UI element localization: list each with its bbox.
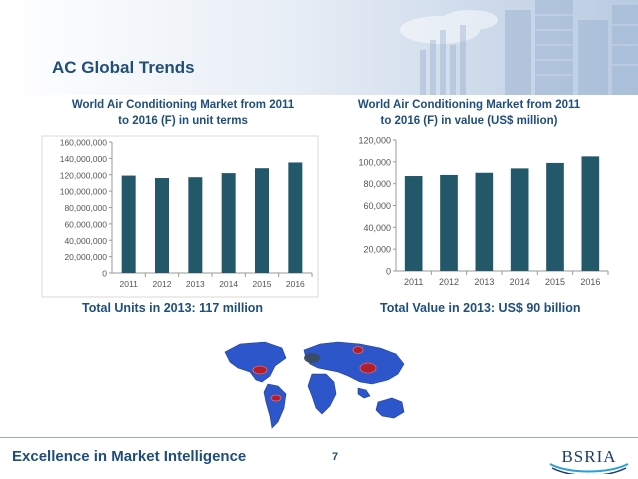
y-tick-label: 160,000,000 (60, 138, 108, 148)
header-skyline-image (0, 0, 638, 95)
x-tick-label: 2015 (545, 277, 565, 287)
units-chart-title-line2: to 2016 (F) in unit terms (118, 115, 248, 127)
units-chart-title-line1: World Air Conditioning Market from 2011 (71, 99, 295, 111)
x-tick-label: 2012 (439, 277, 459, 287)
value-bar-chart: 0 20,000 40,000 60,000 80,000 100,000 120,000 2… (358, 136, 609, 287)
bar-2011 (404, 176, 423, 271)
y-tick-label: 0 (386, 267, 391, 277)
value-chart-title-line2: to 2016 (F) in value (US$ million) (380, 115, 558, 127)
value-chart-title: World Air Conditioning Market from 2011 … (334, 97, 604, 129)
chart-frame (41, 135, 319, 298)
bsria-logo (549, 463, 629, 474)
bar-2015 (255, 168, 269, 273)
x-tick-label: 2016 (580, 277, 600, 287)
y-tick-label: 0 (102, 269, 107, 279)
y-tick-label: 80,000 (363, 179, 391, 189)
x-tick-label: 2014 (219, 279, 238, 289)
y-tick-label: 120,000,000 (60, 170, 108, 180)
bar-2015 (546, 162, 564, 271)
y-tick-label: 40,000,000 (64, 236, 107, 246)
x-tick-label: 2015 (253, 279, 272, 289)
x-tick-label: 2014 (510, 277, 530, 287)
x-tick-label: 2013 (186, 279, 205, 289)
bar-2016 (288, 162, 303, 273)
x-tick-label: 2013 (474, 277, 494, 287)
y-tick-label: 120,000 (358, 136, 391, 146)
y-tick-label: 140,000,000 (60, 154, 108, 164)
units-bar-chart: 0 20,000,000 40,000,000 60,000,000 80,000,00… (41, 135, 319, 298)
bar-2013 (475, 172, 494, 271)
value-chart-title-line1: World Air Conditioning Market from 2011 (357, 99, 581, 111)
bar-2014 (221, 173, 236, 273)
bar-2016 (581, 156, 600, 271)
units-caption: Total Units in 2013: 117 million (82, 301, 264, 315)
y-tick-label: 100,000 (358, 157, 391, 167)
y-tick-label: 20,000,000 (64, 252, 107, 262)
x-tick-label: 2011 (404, 277, 423, 287)
footer-divider (0, 437, 638, 438)
x-tick-label: 2011 (120, 279, 139, 289)
bar-2012 (440, 174, 458, 271)
units-chart-title: World Air Conditioning Market from 2011 … (48, 97, 318, 129)
bar-2013 (188, 177, 203, 273)
slide-title: AC Global Trends (52, 58, 195, 77)
y-tick-label: 80,000,000 (64, 203, 107, 213)
y-tick-label: 100,000,000 (60, 187, 108, 197)
world-map-image (224, 341, 405, 429)
value-caption: Total Value in 2013: US$ 90 billion (380, 301, 581, 315)
bar-2012 (155, 178, 169, 273)
bsria-logo-text: BSRIA (561, 447, 617, 466)
x-tick-label: 2012 (153, 279, 172, 289)
y-tick-label: 60,000,000 (64, 219, 107, 229)
bar-2011 (121, 175, 136, 273)
page-number: 7 (332, 451, 339, 463)
y-tick-label: 60,000 (363, 201, 391, 211)
y-tick-label: 40,000 (363, 223, 391, 233)
bar-2014 (510, 168, 529, 271)
x-tick-label: 2016 (286, 279, 305, 289)
y-tick-label: 20,000 (363, 245, 391, 255)
footer-tagline: Excellence in Market Intelligence (12, 448, 247, 465)
